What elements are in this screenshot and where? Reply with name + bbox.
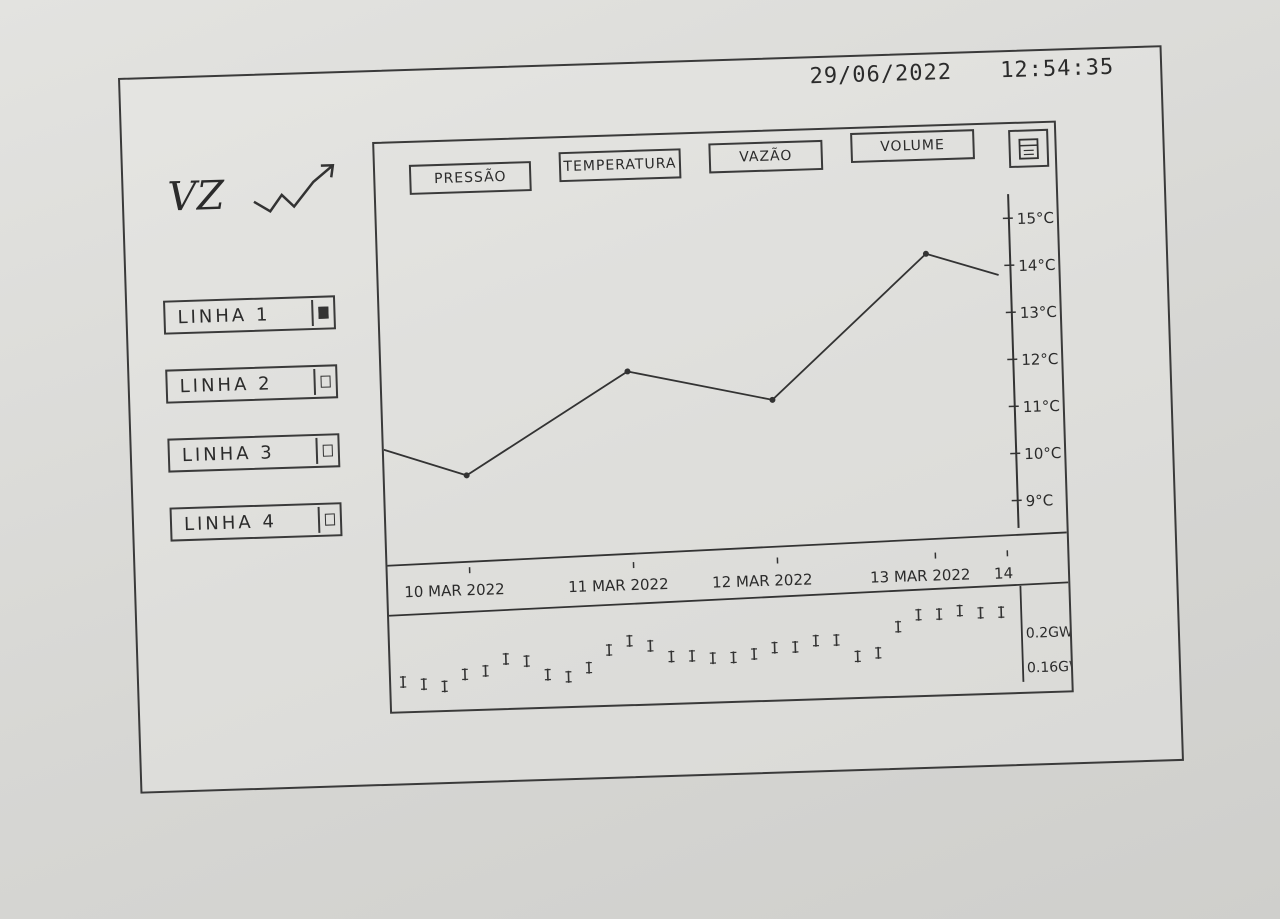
linha-1-checkbox[interactable] bbox=[311, 299, 334, 327]
current-date: 29/06/2022 bbox=[809, 59, 953, 90]
sidebar-item-linha-3[interactable]: LINHA 3 bbox=[167, 433, 341, 473]
temperature-chart: 15°C 14°C 13°C 12°C 11°C 10°C 9°C 10 MAR 2022 11… bbox=[383, 194, 1072, 693]
calendar-button[interactable] bbox=[1008, 128, 1050, 169]
y-tick-label: 11°C bbox=[1023, 397, 1061, 416]
data-point bbox=[922, 250, 929, 257]
strip-y-tick-label: 0.16GW bbox=[1027, 659, 1072, 677]
sidebar-item-linha-4[interactable]: LINHA 4 bbox=[169, 502, 343, 542]
sidebar: LINHA 1 LINHA 2 LINHA 3 LINHA 4 bbox=[163, 295, 344, 576]
sidebar-item-linha-1[interactable]: LINHA 1 bbox=[163, 295, 337, 335]
logo: VZ bbox=[167, 172, 226, 221]
strip-y-axis bbox=[1019, 585, 1025, 682]
temperature-line bbox=[383, 252, 999, 477]
x-tick-label: 11 MAR 2022 bbox=[568, 575, 669, 596]
linha-4-checkbox[interactable] bbox=[317, 506, 341, 533]
y-tick-label: 15°C bbox=[1017, 209, 1055, 228]
current-time: 12:54:35 bbox=[999, 54, 1115, 84]
calendar-icon bbox=[1018, 138, 1039, 160]
linha-3-checkbox[interactable] bbox=[315, 437, 339, 464]
x-tick-label: 14 bbox=[994, 564, 1014, 583]
y-tick-label: 12°C bbox=[1021, 350, 1059, 369]
data-point bbox=[463, 472, 470, 479]
checkbox-empty-icon bbox=[324, 513, 336, 526]
sidebar-item-linha-2[interactable]: LINHA 2 bbox=[165, 364, 339, 404]
checkbox-empty-icon bbox=[322, 444, 333, 457]
y-axis bbox=[1007, 194, 1020, 528]
y-tick-label: 13°C bbox=[1020, 303, 1058, 322]
data-point bbox=[769, 396, 776, 403]
x-tick-label: 10 MAR 2022 bbox=[404, 580, 505, 601]
trend-up-icon bbox=[253, 163, 335, 213]
checkbox-empty-icon bbox=[320, 375, 331, 388]
chart-panel: PRESSÃO TEMPERATURA VAZÃO VOLUME 15°C 14°… bbox=[372, 120, 1074, 714]
sidebar-item-label: LINHA 3 bbox=[181, 441, 275, 466]
strip-y-tick-label: 0.2GW bbox=[1026, 624, 1072, 641]
y-tick-label: 14°C bbox=[1018, 256, 1056, 275]
sidebar-item-label: LINHA 4 bbox=[183, 510, 278, 535]
y-tick-label: 10°C bbox=[1024, 444, 1062, 463]
x-tick-label: 13 MAR 2022 bbox=[870, 565, 971, 586]
x-axis-band-bottom bbox=[388, 581, 1069, 617]
datetime-display: 29/06/2022 12:54:35 bbox=[775, 55, 1114, 91]
x-axis bbox=[387, 531, 1067, 567]
x-tick-label: 12 MAR 2022 bbox=[712, 570, 813, 591]
sidebar-item-label: LINHA 1 bbox=[177, 303, 271, 328]
checkbox-checked-icon bbox=[318, 306, 329, 319]
y-tick-label: 9°C bbox=[1025, 491, 1053, 510]
dashboard-window: 29/06/2022 12:54:35 VZ LINHA 1 LINHA 2 L… bbox=[118, 45, 1184, 794]
linha-2-checkbox[interactable] bbox=[313, 368, 337, 395]
sidebar-item-label: LINHA 2 bbox=[179, 372, 273, 397]
data-point bbox=[624, 368, 631, 375]
